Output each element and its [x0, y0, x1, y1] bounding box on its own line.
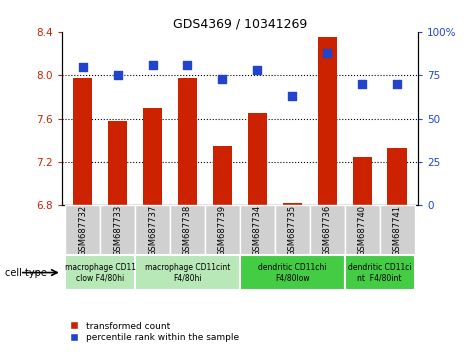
Point — [393, 81, 401, 87]
Text: dendritic CD11chi
F4/80low: dendritic CD11chi F4/80low — [258, 263, 326, 282]
FancyBboxPatch shape — [240, 255, 345, 290]
Bar — [388, 148, 407, 205]
FancyBboxPatch shape — [345, 255, 415, 290]
Text: GSM687737: GSM687737 — [148, 205, 157, 256]
Bar — [108, 121, 127, 205]
Text: GSM687734: GSM687734 — [253, 205, 262, 256]
Text: cell type: cell type — [5, 268, 47, 278]
Bar — [352, 156, 372, 205]
FancyBboxPatch shape — [240, 205, 275, 255]
Bar — [178, 79, 197, 205]
FancyBboxPatch shape — [275, 205, 310, 255]
Text: GSM687741: GSM687741 — [392, 205, 401, 256]
Text: GSM687739: GSM687739 — [218, 205, 227, 256]
FancyBboxPatch shape — [135, 205, 170, 255]
Text: GSM687735: GSM687735 — [288, 205, 297, 256]
Text: macrophage CD11
clow F4/80hi: macrophage CD11 clow F4/80hi — [65, 263, 136, 282]
Point — [254, 67, 261, 73]
FancyBboxPatch shape — [310, 205, 345, 255]
Bar — [283, 203, 302, 205]
Point — [149, 62, 156, 68]
Legend: transformed count, percentile rank within the sample: transformed count, percentile rank withi… — [66, 318, 243, 346]
Text: GSM687740: GSM687740 — [358, 205, 367, 256]
Text: macrophage CD11cint
F4/80hi: macrophage CD11cint F4/80hi — [145, 263, 230, 282]
FancyBboxPatch shape — [65, 255, 135, 290]
Text: GSM687733: GSM687733 — [113, 205, 122, 256]
Title: GDS4369 / 10341269: GDS4369 / 10341269 — [173, 18, 307, 31]
Bar — [73, 79, 92, 205]
Bar — [248, 113, 267, 205]
Text: GSM687732: GSM687732 — [78, 205, 87, 256]
Point — [218, 76, 226, 81]
Point — [358, 81, 366, 87]
FancyBboxPatch shape — [205, 205, 240, 255]
Point — [323, 50, 331, 56]
Point — [114, 73, 122, 78]
Point — [288, 93, 296, 99]
Text: dendritic CD11ci
nt  F4/80int: dendritic CD11ci nt F4/80int — [348, 263, 411, 282]
FancyBboxPatch shape — [65, 205, 100, 255]
Point — [79, 64, 86, 69]
Bar — [318, 37, 337, 205]
Bar — [213, 146, 232, 205]
Bar — [143, 108, 162, 205]
Point — [184, 62, 191, 68]
FancyBboxPatch shape — [345, 205, 380, 255]
FancyBboxPatch shape — [170, 205, 205, 255]
Text: GSM687736: GSM687736 — [323, 205, 332, 256]
FancyBboxPatch shape — [135, 255, 240, 290]
FancyBboxPatch shape — [100, 205, 135, 255]
Text: GSM687738: GSM687738 — [183, 205, 192, 256]
FancyBboxPatch shape — [380, 205, 415, 255]
